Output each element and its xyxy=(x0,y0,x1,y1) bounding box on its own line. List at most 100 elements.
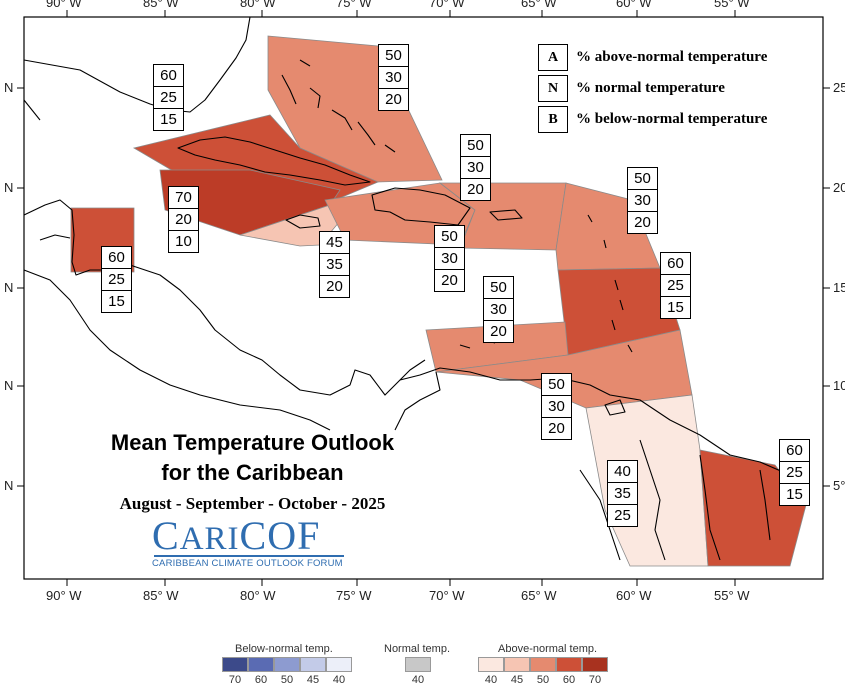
lon-label: 60° W xyxy=(616,0,652,10)
lon-label: 75° W xyxy=(336,0,372,10)
key-letter: N xyxy=(538,75,568,102)
map-frame xyxy=(23,16,824,580)
below-value: 20 xyxy=(378,88,409,111)
coastlines xyxy=(23,16,807,561)
normal-value: 35 xyxy=(607,482,638,505)
probability-box-belize: 60 25 15 xyxy=(101,246,132,313)
scale-swatch-above xyxy=(530,657,556,672)
probability-box-leeward-islands: 50 30 20 xyxy=(627,167,658,234)
key-text: % above-normal temperature xyxy=(576,49,768,65)
below-value: 25 xyxy=(607,504,638,527)
lon-label: 65° W xyxy=(521,588,557,603)
scale-value-above: 40 xyxy=(484,674,498,686)
key-row-above: A % above-normal temperature xyxy=(538,42,767,73)
normal-value: 30 xyxy=(434,247,465,270)
probability-box-cuba-east-cayman: 70 20 10 xyxy=(168,186,199,253)
lon-label: 60° W xyxy=(616,588,652,603)
scale-value-above: 60 xyxy=(562,674,576,686)
region-jamaica xyxy=(239,204,346,247)
scale-value-normal: 40 xyxy=(411,674,425,686)
lon-label: 65° W xyxy=(521,0,557,10)
above-value: 50 xyxy=(541,373,572,396)
above-value: 50 xyxy=(434,225,465,248)
scale-swatch-normal xyxy=(405,657,431,672)
lon-label: 90° W xyxy=(46,0,82,10)
key-row-below: B % below-normal temperature xyxy=(538,104,767,135)
scale-value-below: 60 xyxy=(254,674,268,686)
above-value: 45 xyxy=(319,231,350,254)
below-normal-label: Below-normal temp. xyxy=(235,643,333,655)
key-letter: A xyxy=(538,44,568,71)
probability-box-trinidad: 50 30 20 xyxy=(541,373,572,440)
probability-box-guyana: 40 35 25 xyxy=(607,460,638,527)
below-value: 20 xyxy=(483,320,514,343)
probability-box-suriname-guiana: 60 25 15 xyxy=(779,439,810,506)
key-row-normal: N % normal temperature xyxy=(538,73,767,104)
lat-label: 5° xyxy=(833,478,845,493)
lat-label: 25 xyxy=(833,80,845,95)
probability-box-bahamas: 50 30 20 xyxy=(378,44,409,111)
normal-value: 25 xyxy=(153,86,184,109)
above-normal-label: Above-normal temp. xyxy=(498,643,598,655)
scale-value-below: 50 xyxy=(280,674,294,686)
probability-box-jamaica: 45 35 20 xyxy=(319,231,350,298)
above-value: 40 xyxy=(607,460,638,483)
scale-swatch-below xyxy=(300,657,326,672)
scale-swatch-above xyxy=(504,657,530,672)
normal-value: 30 xyxy=(460,156,491,179)
key-letter: B xyxy=(538,106,568,133)
region-guyana xyxy=(585,394,709,567)
below-value: 15 xyxy=(660,296,691,319)
normal-value: 30 xyxy=(483,298,514,321)
probability-box-abc-islands: 50 30 20 xyxy=(483,276,514,343)
probability-box-hispaniola: 50 30 20 xyxy=(460,134,491,201)
normal-value: 20 xyxy=(168,208,199,231)
scale-value-below: 40 xyxy=(332,674,346,686)
scale-swatch-below xyxy=(222,657,248,672)
lon-label: 85° W xyxy=(143,588,179,603)
above-value: 50 xyxy=(627,167,658,190)
normal-value: 30 xyxy=(541,395,572,418)
latitude-tick-marks xyxy=(17,87,830,487)
below-value: 15 xyxy=(153,108,184,131)
scale-value-above: 70 xyxy=(588,674,602,686)
lon-label: 90° W xyxy=(46,588,82,603)
lon-label: 70° W xyxy=(429,588,465,603)
below-value: 20 xyxy=(434,269,465,292)
probability-box-cuba: 60 25 15 xyxy=(153,64,184,131)
logo-underline xyxy=(154,555,344,557)
scale-value-above: 45 xyxy=(510,674,524,686)
below-value: 20 xyxy=(460,178,491,201)
longitude-tick-marks xyxy=(66,10,736,586)
scale-swatch-above xyxy=(582,657,608,672)
lat-label: N xyxy=(4,80,14,95)
normal-value: 35 xyxy=(319,253,350,276)
lat-label: 15 xyxy=(833,280,845,295)
above-value: 50 xyxy=(378,44,409,67)
below-value: 20 xyxy=(627,211,658,234)
lon-label: 85° W xyxy=(143,0,179,10)
lat-label: N xyxy=(4,478,14,493)
below-value: 20 xyxy=(541,417,572,440)
key-text: % normal temperature xyxy=(576,80,725,96)
map-subtitle: August - September - October - 2025 xyxy=(119,494,386,513)
normal-value: 30 xyxy=(627,189,658,212)
lat-label: N xyxy=(4,378,14,393)
lon-label: 80° W xyxy=(240,0,276,10)
logo-wordmark: CARICOF xyxy=(152,513,321,558)
above-value: 50 xyxy=(483,276,514,299)
lon-label: 80° W xyxy=(240,588,276,603)
above-value: 60 xyxy=(101,246,132,269)
lat-label: 20 xyxy=(833,180,845,195)
below-value: 10 xyxy=(168,230,199,253)
caricof-logo: CARICOF CARIBBEAN CLIMATE OUTLOOK FORUM xyxy=(150,512,350,570)
scale-swatch-above xyxy=(478,657,504,672)
scale-swatch-below xyxy=(248,657,274,672)
lon-label: 70° W xyxy=(429,0,465,10)
forecast-regions xyxy=(70,35,807,567)
probability-box-windward-islands: 60 25 15 xyxy=(660,252,691,319)
scale-value-below: 45 xyxy=(306,674,320,686)
above-value: 60 xyxy=(153,64,184,87)
scale-swatch-below xyxy=(326,657,352,672)
